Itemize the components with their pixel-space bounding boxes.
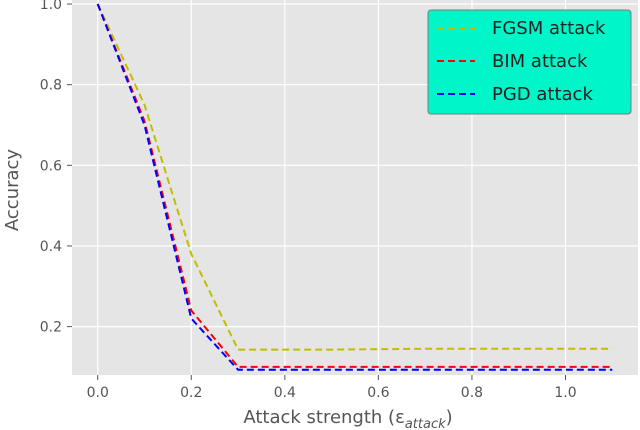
series-line-fgsm-attack <box>96 3 613 351</box>
y-tick-label: 1.0 <box>40 0 62 13</box>
x-axis-label-suffix: ) <box>446 407 453 428</box>
legend-label-bim-attack: BIM attack <box>492 51 588 72</box>
legend-label-fgsm-attack: FGSM attack <box>492 18 606 39</box>
x-tick-label: 0.4 <box>274 385 296 401</box>
y-tick-label: 0.2 <box>40 320 62 336</box>
x-tick-label: 0.2 <box>180 385 202 401</box>
series-line-pgd-attack <box>96 3 613 371</box>
x-axis-label: Attack strength (εattack) <box>243 407 452 430</box>
y-tick-label: 0.8 <box>40 78 62 94</box>
y-axis-label: Accuracy <box>2 149 23 232</box>
x-axis-label-subscript: attack <box>405 417 446 430</box>
x-tick-label: 0.6 <box>367 385 389 401</box>
x-tick-label: 0.8 <box>461 385 483 401</box>
series-line-bim-attack <box>96 3 613 368</box>
y-tick-label: 0.4 <box>40 239 62 255</box>
series-lines <box>96 3 613 371</box>
legend-label-pgd-attack: PGD attack <box>492 84 593 105</box>
x-tick-label: 1.0 <box>554 385 576 401</box>
x-tick-label: 0.0 <box>87 385 109 401</box>
x-axis-label-main: Attack strength (ε <box>243 407 404 428</box>
axis-ticks: 0.0 0.2 0.4 0.6 0.8 1.0 0.2 0.4 0.6 0.8 1.0 <box>40 0 577 401</box>
legend-box <box>427 9 632 115</box>
y-tick-label: 0.6 <box>40 158 62 174</box>
legend: FGSM attack BIM attack PGD attack <box>427 9 632 115</box>
